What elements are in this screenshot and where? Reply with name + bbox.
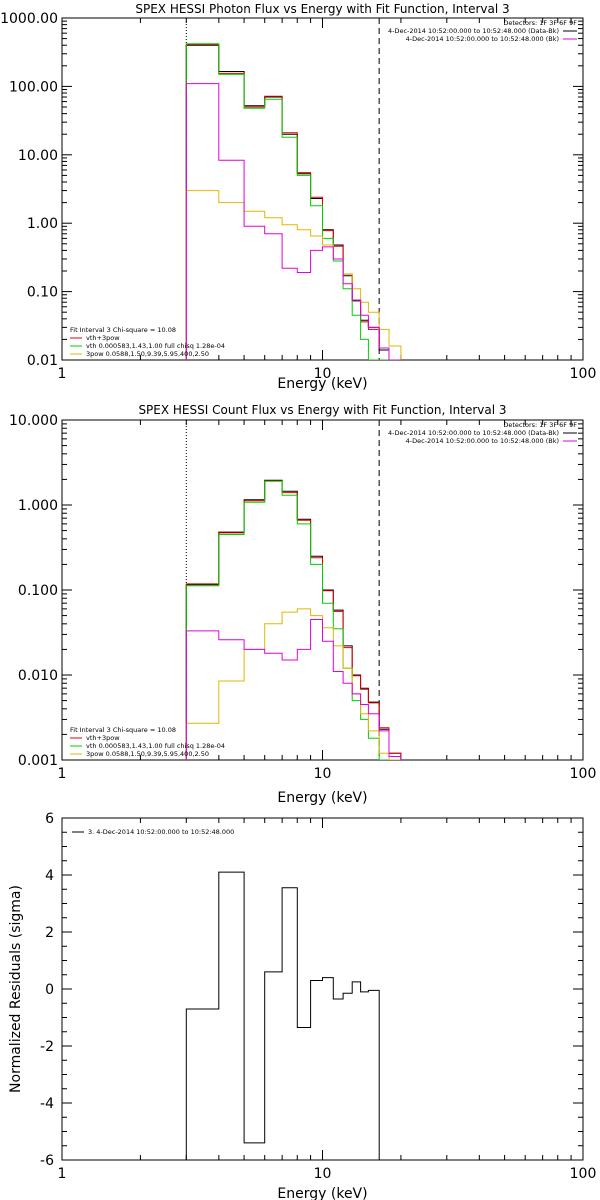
x-tick-label: 10 [314, 366, 332, 382]
x-tick-label: 100 [570, 1166, 597, 1182]
legend-fit-entry: vth+3pow [86, 734, 120, 742]
x-axis-label: Energy (keV) [277, 790, 367, 806]
y-tick-label: 0.100 [18, 583, 58, 599]
series-background [185, 83, 402, 360]
x-axis-label: Energy (keV) [277, 376, 367, 392]
y-tick-label: -2 [40, 1039, 54, 1055]
legend-fit-entry: vth+3pow [86, 334, 120, 342]
legend-entry: 3. 4-Dec-2014 10:52:00.000 to 10:52:48.0… [88, 828, 234, 836]
x-tick-label: 1 [58, 366, 67, 382]
series-background [185, 619, 402, 760]
chart-panel-2: SPEX HESSI Count Flux vs Energy with Fit… [9, 403, 596, 806]
x-tick-label: 1 [58, 1166, 67, 1182]
traces [185, 871, 380, 1160]
series-data [185, 479, 402, 760]
legend-interval-line: 4-Dec-2014 10:52:00.000 to 10:52:48.000 … [388, 429, 559, 437]
y-tick-label: 4 [45, 868, 54, 884]
legend-interval-line: 4-Dec-2014 10:52:00.000 to 10:52:48.000 … [406, 35, 559, 43]
series-total [185, 480, 402, 760]
y-tick-label: 0.010 [18, 668, 58, 684]
y-tick-label: 2 [45, 925, 54, 941]
y-tick-label: 0.10 [27, 285, 58, 301]
legend-interval-line: 4-Dec-2014 10:52:00.000 to 10:52:48.000 … [388, 27, 559, 35]
x-tick-label: 10 [314, 1166, 332, 1182]
x-tick-label: 1 [58, 766, 67, 782]
legend-detectors: Detectors: 1F 3F 6F 9F [503, 19, 577, 27]
x-axis-label: Energy (keV) [277, 1186, 367, 1200]
y-tick-label: 0.01 [27, 353, 58, 369]
series-powerlaw [185, 190, 402, 360]
series-thermal [185, 43, 402, 360]
legend-fit-header: Fit Interval 3 Chi-square = 10.08 [70, 326, 176, 334]
traces [185, 479, 402, 760]
legend-fit-entry: vth 0.000583,1.43,1.00 full chisq 1.28e-… [86, 342, 225, 350]
y-tick-label: -6 [40, 1153, 54, 1169]
legend-interval-line: 4-Dec-2014 10:52:00.000 to 10:52:48.000 … [406, 437, 559, 445]
y-tick-label: 10.00 [18, 148, 58, 164]
x-tick-label: 100 [570, 366, 597, 382]
series-thermal [185, 480, 402, 760]
y-axis-label: Normalized Residuals (sigma) [8, 885, 24, 1093]
legend-fit-header: Fit Interval 3 Chi-square = 10.08 [70, 726, 176, 734]
chart-panel-3: 1 10 100 Energy (keV) 6 4 2 0 -2 -4 -6 Normalized R… [8, 811, 596, 1200]
x-tick-label: 10 [314, 766, 332, 782]
legend-fit-entry: 3pow 0.0588,1.50,9.39,5.95,400,2.50 [86, 750, 209, 758]
y-tick-label: 10.000 [9, 413, 58, 429]
plot-frame [61, 817, 584, 1161]
y-tick-label: 1.000 [18, 498, 58, 514]
series-total [185, 44, 402, 360]
y-tick-label: 6 [45, 811, 54, 827]
y-tick-label: 0.001 [18, 753, 58, 769]
legend-fit-entry: vth 0.000583,1.43,1.00 full chisq 1.28e-… [86, 742, 225, 750]
legend-fit-entry: 3pow 0.0588,1.50,9.39,5.95,400,2.50 [86, 350, 209, 358]
chart-title: SPEX HESSI Count Flux vs Energy with Fit… [138, 403, 506, 417]
y-tick-label: 0 [45, 982, 54, 998]
y-tick-label: 1000.00 [0, 11, 58, 27]
y-tick-label: -4 [40, 1096, 54, 1112]
series-residuals [185, 871, 380, 1160]
chart-title: SPEX HESSI Photon Flux vs Energy with Fi… [135, 2, 509, 16]
traces [185, 43, 402, 360]
y-tick-label: 100.00 [9, 79, 58, 95]
x-tick-label: 100 [570, 766, 597, 782]
y-tick-label: 1.00 [27, 216, 58, 232]
legend-detectors: Detectors: 1F 3F 6F 9F [503, 421, 577, 429]
plot-frame [61, 17, 584, 361]
chart-panel-1: SPEX HESSI Photon Flux vs Energy with Fi… [0, 2, 596, 392]
